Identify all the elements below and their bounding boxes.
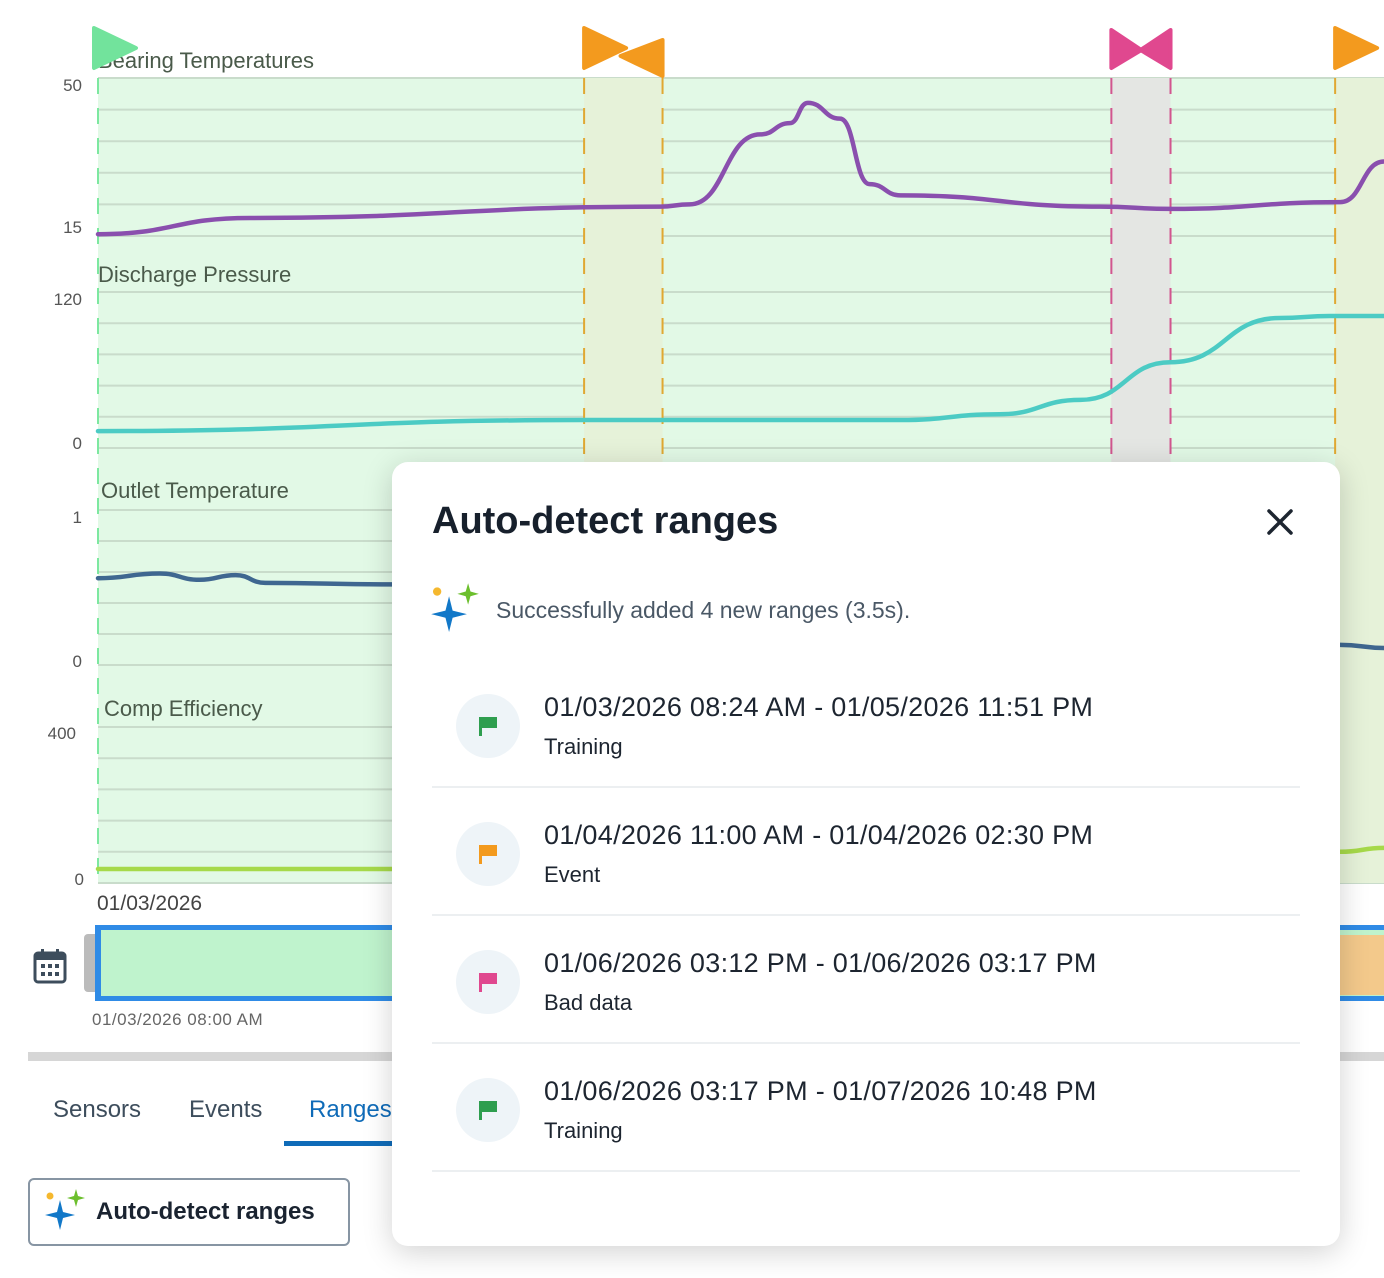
flag-icon: [456, 822, 520, 886]
tab-sensors[interactable]: Sensors: [53, 1096, 142, 1123]
range-list-item[interactable]: 01/06/2026 03:12 PM - 01/06/2026 03:17 P…: [432, 916, 1300, 1044]
range-list: 01/03/2026 08:24 AM - 01/05/2026 11:51 P…: [432, 660, 1300, 1172]
range-dates: 01/06/2026 03:17 PM - 01/07/2026 10:48 P…: [544, 1076, 1097, 1106]
active-tab-indicator: [284, 1141, 404, 1146]
auto-detect-dialog: Auto-detect ranges Successfully added 4 …: [392, 462, 1340, 1246]
timeline-start-label: 01/03/2026 08:00 AM: [92, 1010, 264, 1029]
sparkle-icon: [44, 1188, 86, 1237]
event-end-marker-icon: [618, 38, 665, 78]
range-type: Training: [544, 1118, 623, 1143]
range-dates: 01/04/2026 11:00 AM - 01/04/2026 02:30 P…: [544, 820, 1094, 850]
calendar-icon[interactable]: [33, 948, 67, 989]
y-tick: 0: [74, 870, 84, 889]
flag-icon: [456, 950, 520, 1014]
y-tick: 0: [72, 652, 82, 671]
panel-title: Comp Efficiency: [104, 696, 263, 721]
auto-detect-label: Auto-detect ranges: [96, 1198, 315, 1225]
range-type: Event: [544, 862, 601, 887]
series-line-discharge-pressure: [95, 313, 1384, 434]
series-line-bearing-temperatures: [95, 100, 1384, 237]
range-dates: 01/03/2026 08:24 AM - 01/05/2026 11:51 P…: [544, 692, 1094, 722]
event-start-marker-icon: [582, 26, 629, 70]
brush-left-handle[interactable]: [84, 934, 95, 992]
range-markers[interactable]: [0, 0, 1384, 90]
range-dates: 01/06/2026 03:12 PM - 01/06/2026 03:17 P…: [544, 948, 1097, 978]
panel-title: Outlet Temperature: [101, 478, 289, 503]
flag-icon: [456, 1078, 520, 1142]
tab-ranges[interactable]: Ranges: [309, 1096, 392, 1123]
y-tick: 50: [63, 76, 82, 95]
sparkle-icon: [430, 582, 480, 638]
range-list-item[interactable]: 01/03/2026 08:24 AM - 01/05/2026 11:51 P…: [432, 660, 1300, 788]
auto-detect-ranges-button[interactable]: Auto-detect ranges: [28, 1178, 350, 1246]
close-icon[interactable]: [1262, 504, 1298, 540]
dialog-title: Auto-detect ranges: [432, 500, 779, 542]
bad-data-end-marker-icon: [1138, 28, 1173, 70]
training-start-marker-icon: [92, 26, 138, 70]
panel-title: Discharge Pressure: [98, 262, 292, 287]
success-text: Successfully added 4 new ranges (3.5s).: [496, 596, 911, 623]
panel-title: Bearing Temperatures: [98, 48, 315, 73]
range-type: Bad data: [544, 990, 633, 1015]
range-list-item[interactable]: 01/04/2026 11:00 AM - 01/04/2026 02:30 P…: [432, 788, 1300, 916]
flag-icon: [456, 694, 520, 758]
y-tick: 15: [63, 218, 82, 237]
bad-data-start-marker-icon: [1109, 28, 1144, 70]
y-tick: 120: [53, 290, 82, 309]
tab-events[interactable]: Events: [189, 1096, 263, 1123]
y-tick: 1: [72, 508, 82, 527]
range-list-item[interactable]: 01/06/2026 03:17 PM - 01/07/2026 10:48 P…: [432, 1044, 1300, 1172]
y-tick: 0: [72, 434, 82, 453]
event-range-band: [1335, 78, 1384, 883]
success-message: Successfully added 4 new ranges (3.5s).: [430, 582, 910, 638]
x-axis-tick: 01/03/2026: [97, 892, 203, 915]
range-type: Training: [544, 734, 623, 759]
event-start-marker-icon: [1333, 26, 1380, 70]
brush-event-range: [1340, 935, 1384, 995]
y-tick: 400: [47, 724, 76, 743]
